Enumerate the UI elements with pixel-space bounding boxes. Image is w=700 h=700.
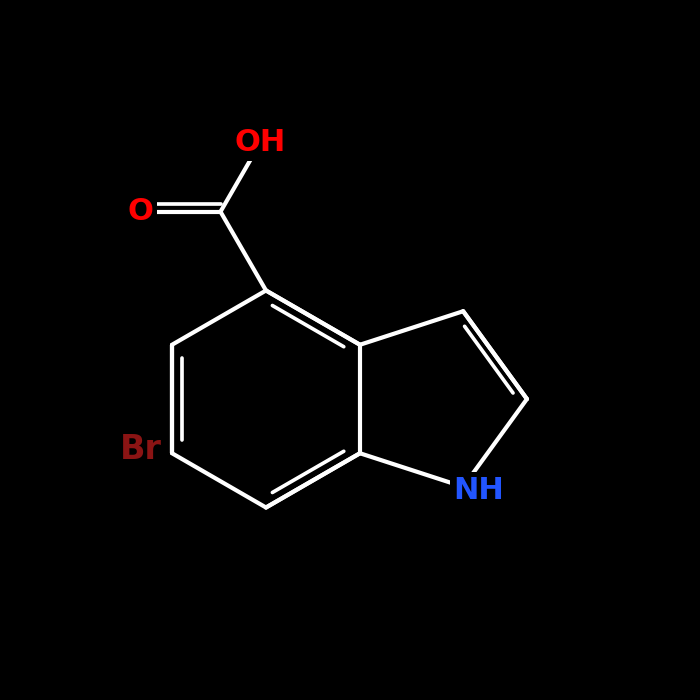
Text: Br: Br (120, 433, 162, 466)
Text: O: O (127, 197, 153, 226)
Text: OH: OH (235, 128, 286, 157)
Text: NH: NH (453, 476, 504, 505)
